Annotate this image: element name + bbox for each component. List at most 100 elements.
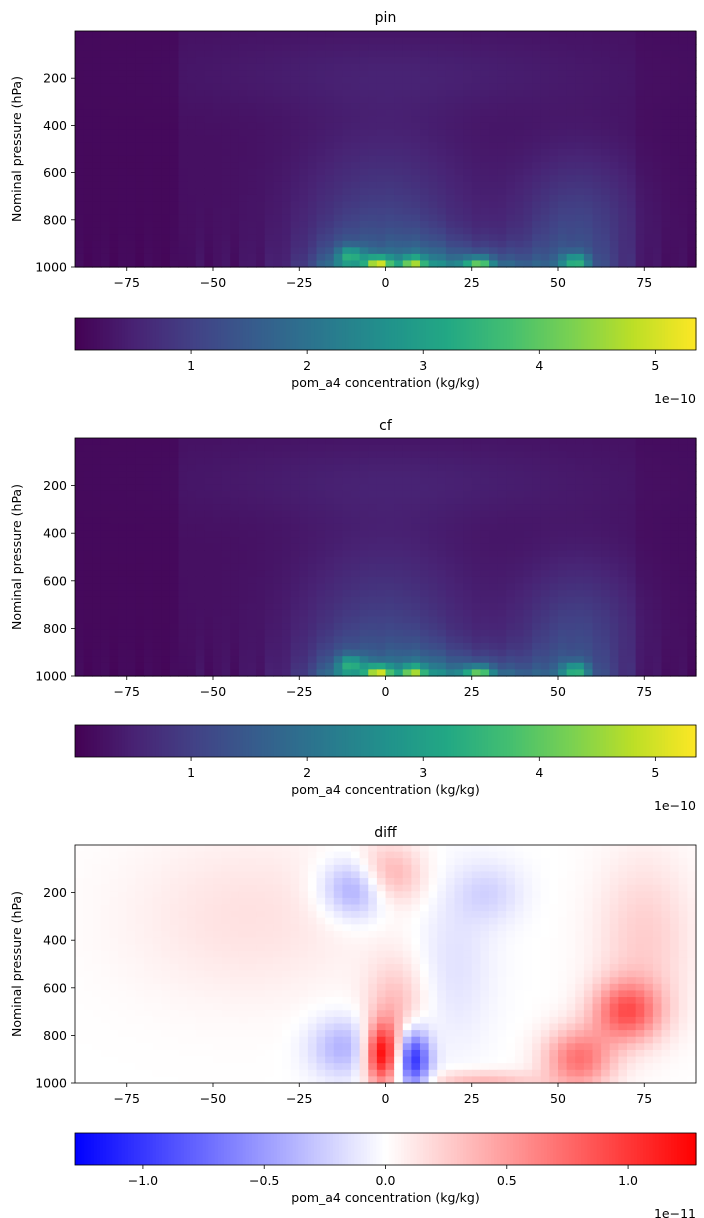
heatmap-cell	[601, 247, 610, 254]
heatmap-cell	[532, 116, 541, 123]
heatmap-cell	[653, 175, 662, 182]
heatmap-cell	[230, 103, 239, 110]
heatmap-cell	[644, 438, 653, 445]
heatmap-cell	[144, 254, 153, 261]
heatmap-cell	[118, 175, 127, 182]
heatmap-cell	[299, 570, 308, 577]
heatmap-cell	[342, 597, 351, 604]
heatmap-cell	[558, 162, 567, 169]
heatmap-cell	[506, 215, 515, 222]
heatmap-cell	[308, 517, 317, 524]
heatmap-cell	[644, 142, 653, 149]
heatmap-cell	[524, 90, 533, 97]
heatmap-cell	[420, 590, 429, 597]
heatmap-cell	[679, 254, 688, 261]
heatmap-cell	[429, 590, 438, 597]
heatmap-cell	[584, 188, 593, 195]
heatmap-cell	[248, 221, 257, 228]
heatmap-cell	[403, 70, 412, 77]
heatmap-cell	[222, 517, 231, 524]
heatmap-cell	[84, 517, 93, 524]
heatmap-cell	[299, 524, 308, 531]
heatmap-cell	[299, 247, 308, 254]
heatmap-cell	[679, 162, 688, 169]
heatmap-cell	[455, 603, 464, 610]
heatmap-cell	[549, 31, 558, 38]
heatmap-cell	[498, 156, 507, 163]
heatmap-cell	[187, 31, 196, 38]
heatmap-cell	[463, 445, 472, 452]
heatmap-cell	[291, 458, 300, 465]
heatmap-cell	[127, 445, 136, 452]
heatmap-cell	[299, 77, 308, 84]
heatmap-cell	[92, 57, 101, 64]
heatmap-cell	[144, 537, 153, 544]
heatmap-cell	[515, 156, 524, 163]
heatmap-cell	[187, 617, 196, 624]
heatmap-cell	[627, 110, 636, 117]
heatmap-cell	[687, 228, 696, 235]
heatmap-cell	[299, 597, 308, 604]
heatmap-cell	[679, 188, 688, 195]
heatmap-cell	[446, 504, 455, 511]
heatmap-cell	[248, 97, 257, 104]
heatmap-cell	[196, 537, 205, 544]
heatmap-cell	[75, 524, 84, 531]
heatmap-cell	[420, 156, 429, 163]
heatmap-cell	[575, 70, 584, 77]
heatmap-cell	[498, 228, 507, 235]
y-tick-label: 600	[43, 165, 67, 180]
heatmap-cell	[75, 557, 84, 564]
heatmap-cell	[213, 254, 222, 261]
heatmap-cell	[187, 531, 196, 538]
heatmap-cell	[627, 504, 636, 511]
heatmap-cell	[593, 617, 602, 624]
heatmap-cell	[368, 451, 377, 458]
heatmap-cell	[472, 451, 481, 458]
heatmap-cell	[541, 195, 550, 202]
heatmap-cell	[403, 517, 412, 524]
heatmap-cell	[170, 83, 179, 90]
heatmap-cell	[610, 241, 619, 248]
heatmap-cell	[584, 247, 593, 254]
heatmap-cell	[446, 550, 455, 557]
heatmap-cell	[610, 129, 619, 136]
heatmap-cell	[317, 458, 326, 465]
heatmap-cell	[610, 583, 619, 590]
heatmap-cell	[265, 97, 274, 104]
heatmap-cell	[101, 511, 110, 518]
heatmap-cell	[256, 610, 265, 617]
heatmap-cell	[420, 169, 429, 176]
heatmap-cell	[653, 182, 662, 189]
heatmap-cell	[618, 142, 627, 149]
heatmap-cell	[687, 550, 696, 557]
heatmap-cell	[118, 458, 127, 465]
heatmap-cell	[480, 162, 489, 169]
heatmap-cell	[230, 188, 239, 195]
heatmap-cell	[593, 51, 602, 58]
heatmap-cell	[187, 51, 196, 58]
heatmap-cell	[187, 471, 196, 478]
heatmap-cell	[101, 228, 110, 235]
heatmap-cell	[291, 136, 300, 143]
heatmap-cell	[627, 590, 636, 597]
heatmap-cell	[92, 97, 101, 104]
heatmap-cell	[334, 517, 343, 524]
heatmap-cell	[101, 201, 110, 208]
heatmap-cell	[248, 149, 257, 156]
heatmap-cell	[644, 445, 653, 452]
heatmap-cell	[179, 149, 188, 156]
heatmap-cell	[687, 438, 696, 445]
heatmap-cell	[463, 491, 472, 498]
heatmap-cell	[230, 537, 239, 544]
heatmap-cell	[463, 537, 472, 544]
heatmap-cell	[429, 103, 438, 110]
heatmap-cell	[463, 97, 472, 104]
heatmap-cell	[308, 464, 317, 471]
heatmap-cell	[101, 44, 110, 51]
heatmap-cell	[299, 162, 308, 169]
heatmap-cell	[463, 484, 472, 491]
heatmap-cell	[248, 550, 257, 557]
heatmap-cell	[644, 570, 653, 577]
heatmap-cell	[265, 478, 274, 485]
